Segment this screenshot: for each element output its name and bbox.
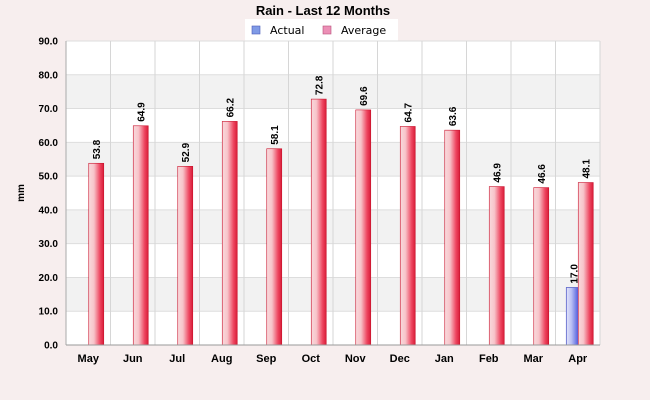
x-tick-label: Apr: [568, 353, 588, 365]
y-tick-label: 70.0: [39, 104, 59, 115]
data-label-average: 46.9: [493, 163, 504, 183]
legend-label-average: Average: [341, 24, 386, 37]
y-tick-label: 10.0: [39, 307, 59, 318]
x-tick-label: Jul: [169, 353, 185, 365]
bar-average: [177, 166, 194, 346]
y-tick-label: 50.0: [39, 172, 59, 183]
bar-average: [399, 126, 416, 346]
data-label-average: 63.6: [448, 106, 459, 126]
x-tick-label: Nov: [345, 353, 367, 365]
x-tick-label: Jan: [435, 353, 454, 365]
y-tick-label: 30.0: [39, 239, 59, 250]
data-label-average: 72.8: [315, 75, 326, 95]
data-label-average: 64.9: [137, 102, 148, 122]
data-label-average: 58.1: [270, 125, 281, 145]
data-label-average: 48.1: [582, 159, 593, 179]
x-tick-label: Sep: [256, 353, 276, 365]
x-tick-label: Dec: [390, 353, 410, 365]
bar-average: [488, 186, 505, 346]
x-tick-label: Oct: [302, 353, 321, 365]
y-tick-label: 20.0: [39, 273, 59, 284]
bar-average: [577, 182, 594, 346]
data-label-average: 53.8: [92, 139, 103, 159]
y-tick-label: 80.0: [39, 70, 59, 81]
x-tick-label: Aug: [211, 353, 232, 365]
data-label-average: 69.6: [359, 86, 370, 106]
chart-title: Rain - Last 12 Months: [256, 3, 390, 18]
y-tick-label: 90.0: [39, 37, 59, 48]
y-tick-label: 0.0: [44, 341, 58, 352]
bar-average: [221, 121, 238, 346]
data-label-actual: 17.0: [570, 264, 581, 284]
x-tick-label: Jun: [123, 353, 143, 365]
y-axis-label: mm: [16, 184, 27, 202]
bar-average: [132, 125, 149, 346]
bar-average: [266, 148, 283, 346]
bar-average: [533, 187, 550, 346]
bar-average: [355, 109, 372, 346]
legend-box: [245, 19, 398, 41]
data-label-average: 66.2: [226, 97, 237, 117]
bar-average: [88, 162, 105, 346]
y-tick-label: 40.0: [39, 205, 59, 216]
x-tick-label: Mar: [523, 353, 543, 365]
legend-swatch-actual: [251, 25, 261, 35]
bar-average: [444, 129, 461, 346]
data-label-average: 46.6: [537, 164, 548, 184]
data-label-average: 64.7: [404, 103, 415, 123]
x-tick-label: Feb: [479, 353, 499, 365]
bar-average: [310, 98, 327, 346]
y-tick-label: 60.0: [39, 138, 59, 149]
legend-label-actual: Actual: [270, 24, 304, 37]
x-tick-label: May: [78, 353, 100, 365]
data-label-average: 52.9: [181, 142, 192, 162]
legend: Actual Average: [245, 19, 398, 41]
legend-swatch-average: [322, 25, 332, 35]
